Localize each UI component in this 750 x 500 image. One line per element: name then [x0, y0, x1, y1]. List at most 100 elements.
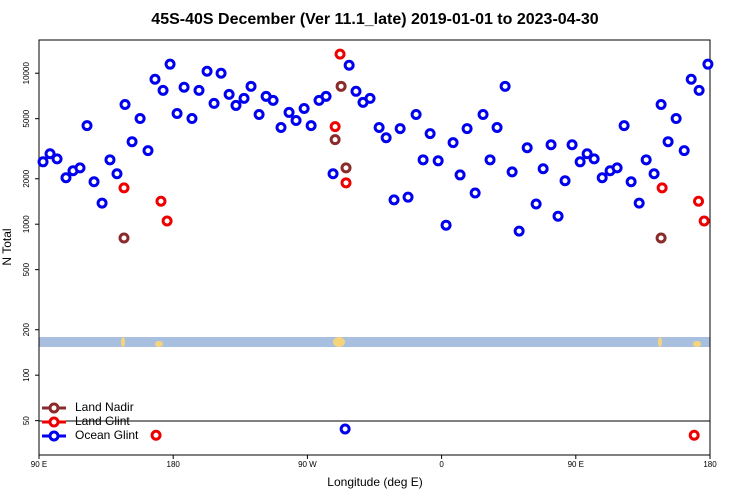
y-tick-label: 50 [22, 416, 31, 425]
data-point [51, 153, 63, 165]
data-point [193, 84, 205, 96]
data-point [655, 98, 667, 110]
data-point [335, 80, 347, 92]
data-point [320, 90, 332, 102]
data-point [417, 154, 429, 166]
data-point [484, 154, 496, 166]
data-point [305, 120, 317, 132]
y-tick-label: 500 [22, 262, 31, 276]
data-point [149, 73, 161, 85]
data-point [618, 120, 630, 132]
data-point [142, 145, 154, 157]
data-point [611, 162, 623, 174]
data-point [566, 139, 578, 151]
y-tick-label: 2000 [22, 169, 31, 187]
x-tick-label: 90 W [298, 460, 317, 469]
y-tick-label: 10000 [22, 62, 31, 85]
data-point [253, 108, 265, 120]
data-point [267, 94, 279, 106]
data-point [88, 176, 100, 188]
data-point [364, 92, 376, 104]
data-point [513, 225, 525, 237]
data-point [633, 197, 645, 209]
x-axis-label: Longitude (deg E) [327, 475, 422, 489]
data-point [424, 128, 436, 140]
data-point [477, 108, 489, 120]
data-point [74, 162, 86, 174]
data-point [499, 80, 511, 92]
data-point [155, 195, 167, 207]
legend-label: Ocean Glint [75, 428, 139, 442]
data-point [373, 122, 385, 134]
data-point [327, 168, 339, 180]
data-point [530, 198, 542, 210]
data-point [581, 148, 593, 160]
data-point [350, 85, 362, 97]
data-point [656, 182, 668, 194]
data-point [171, 108, 183, 120]
data-point [223, 88, 235, 100]
data-point [574, 156, 586, 168]
data-point [552, 210, 564, 222]
data-point [447, 137, 459, 149]
y-tick-label: 5000 [22, 109, 31, 127]
data-point [440, 219, 452, 231]
data-point [161, 215, 173, 227]
data-point [655, 232, 667, 244]
legend-label: Land Nadir [75, 400, 134, 414]
data-point [60, 172, 72, 184]
data-point [164, 58, 176, 70]
data-point [662, 136, 674, 148]
data-point [340, 177, 352, 189]
data-point [640, 154, 652, 166]
data-point [178, 81, 190, 93]
y-axis-label: N Total [0, 228, 14, 265]
data-point [44, 148, 56, 160]
data-point [201, 65, 213, 77]
data-point [625, 176, 637, 188]
y-tick-label: 100 [22, 368, 31, 382]
y-tick-label: 1000 [22, 215, 31, 233]
data-point [329, 134, 341, 146]
data-point [230, 99, 242, 111]
data-point [119, 98, 131, 110]
legend-marker [48, 402, 60, 414]
data-point [104, 154, 116, 166]
data-point [283, 106, 295, 118]
data-point [491, 122, 503, 134]
data-point [693, 84, 705, 96]
data-point [118, 182, 130, 194]
data-point [461, 123, 473, 135]
data-point [81, 120, 93, 132]
data-point [186, 113, 198, 125]
x-tick-label: 180 [167, 460, 181, 469]
map-strip [39, 337, 710, 347]
data-point [208, 97, 220, 109]
data-point [469, 187, 481, 199]
data-point [454, 169, 466, 181]
data-point [134, 113, 146, 125]
data-point [111, 168, 123, 180]
data-point [410, 108, 422, 120]
data-point [545, 139, 557, 151]
data-point [678, 145, 690, 157]
data-point [537, 163, 549, 175]
data-point [432, 155, 444, 167]
data-point [596, 172, 608, 184]
chart-title: 45S-40S December (Ver 11.1_late) 2019-01… [151, 11, 599, 28]
data-point [215, 67, 227, 79]
legend-label: Land Glint [75, 414, 130, 428]
data-point [334, 48, 346, 60]
data-point [648, 168, 660, 180]
data-point [670, 113, 682, 125]
data-point [506, 166, 518, 178]
data-point [685, 73, 697, 85]
data-point [588, 153, 600, 165]
x-tick-label: 90 E [31, 460, 47, 469]
data-point [157, 84, 169, 96]
x-tick-label: 90 E [568, 460, 584, 469]
data-point [394, 123, 406, 135]
data-point [298, 102, 310, 114]
data-point [126, 136, 138, 148]
